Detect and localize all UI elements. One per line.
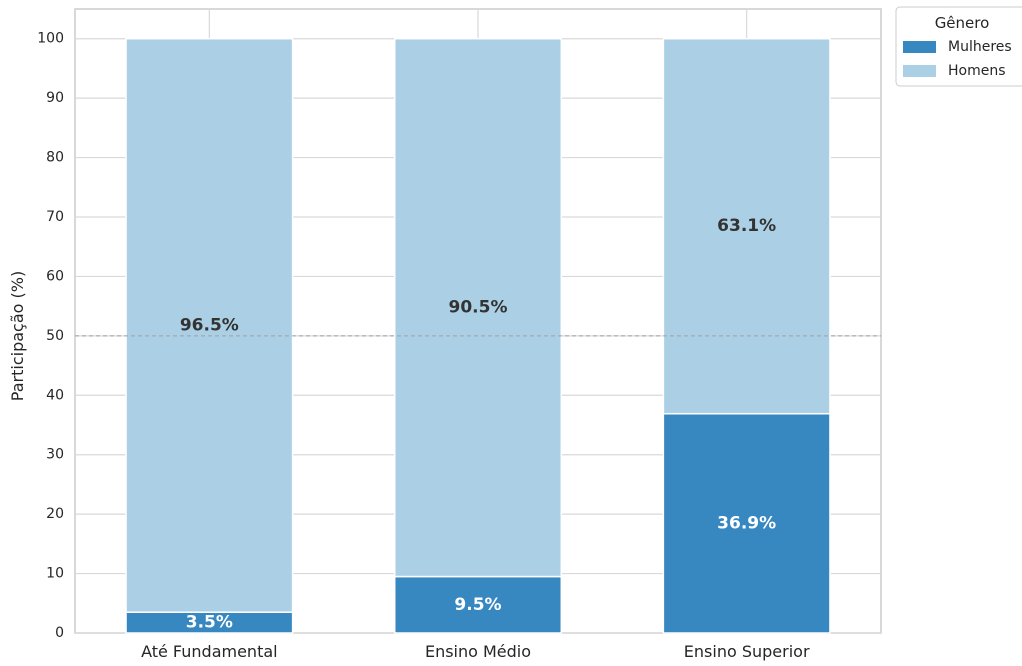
bar-mulheres-1 [393, 575, 563, 634]
legend-swatch-homens [903, 65, 936, 77]
y-tick-label: 90 [46, 90, 64, 106]
legend-label-mulheres: Mulheres [948, 39, 1012, 55]
legend-swatch-mulheres [903, 41, 936, 53]
data-labels: 3.5% 96.5% 9.5% 90.5% 36.9% 63.1% [180, 216, 776, 632]
bar-homens-1 [393, 37, 563, 578]
y-tick-label: 60 [46, 268, 64, 284]
y-tick-label: 50 [46, 328, 64, 344]
y-tick-label: 0 [55, 625, 64, 641]
y-tick-label: 20 [46, 506, 64, 522]
y-tick-label: 80 [46, 150, 64, 166]
bars [125, 37, 831, 634]
data-label-homens-0: 96.5% [180, 315, 239, 335]
y-tick-label: 70 [46, 209, 64, 225]
data-label-mulheres-1: 9.5% [454, 595, 501, 615]
data-label-mulheres-0: 3.5% [186, 613, 233, 633]
x-tick-label: Até Fundamental [141, 642, 278, 661]
x-tick-label: Ensino Médio [425, 642, 531, 661]
data-label-mulheres-2: 36.9% [717, 513, 776, 533]
x-axis-ticks: Até Fundamental Ensino Médio Ensino Superi… [141, 642, 810, 661]
legend-label-homens: Homens [948, 63, 1006, 79]
y-tick-label: 40 [46, 387, 64, 403]
y-tick-label: 10 [46, 566, 64, 582]
legend-title: Gênero [935, 14, 990, 32]
y-tick-label: 30 [46, 447, 64, 463]
bar-homens-0 [125, 37, 294, 613]
x-tick-label: Ensino Superior [684, 642, 810, 661]
y-axis-title: Participação (%) [8, 271, 27, 401]
bar-mulheres-2 [662, 412, 831, 634]
y-axis-ticks: 0 10 20 30 40 50 60 70 80 90 100 [37, 31, 64, 641]
data-label-homens-1: 90.5% [449, 298, 508, 318]
bar-homens-2 [662, 37, 831, 415]
y-tick-label: 100 [37, 31, 64, 47]
legend: Gênero Mulheres Homens [895, 6, 1022, 87]
data-label-homens-2: 63.1% [717, 216, 776, 236]
